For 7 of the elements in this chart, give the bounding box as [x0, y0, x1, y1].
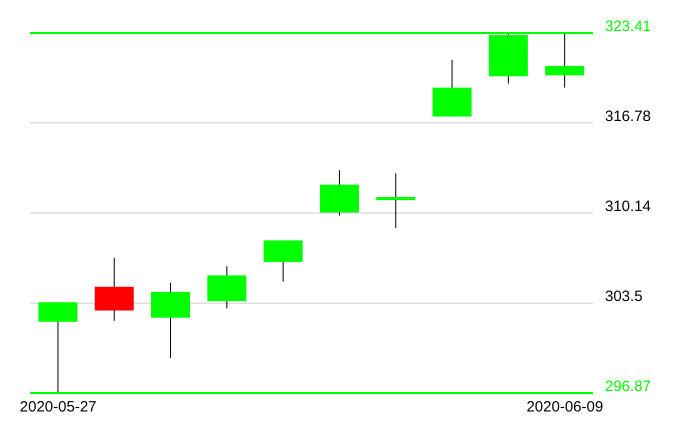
- y-tick-label: 296.87: [605, 378, 651, 395]
- y-tick-label: 310.14: [605, 198, 651, 215]
- x-tick-label: 2020-06-09: [526, 398, 604, 416]
- y-tick-label: 303.5: [605, 288, 643, 306]
- y-tick-label: 316.78: [605, 108, 651, 125]
- y-tick-label: 323.41: [605, 18, 651, 35]
- x-tick-label: 2020-05-27: [20, 398, 97, 416]
